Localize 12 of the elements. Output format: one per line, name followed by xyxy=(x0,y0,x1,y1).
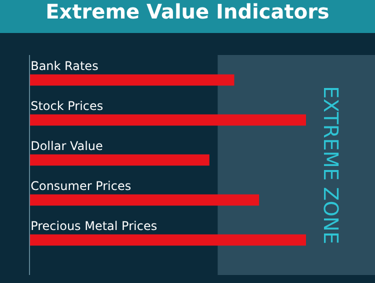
y-tick-label: Precious Metal Prices xyxy=(30,218,158,233)
y-tick-label: Stock Prices xyxy=(30,98,104,113)
bar xyxy=(30,154,210,166)
bar xyxy=(30,74,234,86)
y-tick-label: Bank Rates xyxy=(30,58,98,73)
chart-title: Extreme Value Indicators xyxy=(46,0,330,24)
y-tick-label: Consumer Prices xyxy=(30,178,132,193)
bar xyxy=(30,234,306,246)
bar xyxy=(30,114,306,126)
y-tick-label: Dollar Value xyxy=(30,138,103,153)
band-label: EXTREME ZONE xyxy=(318,86,343,244)
bar xyxy=(30,194,260,206)
